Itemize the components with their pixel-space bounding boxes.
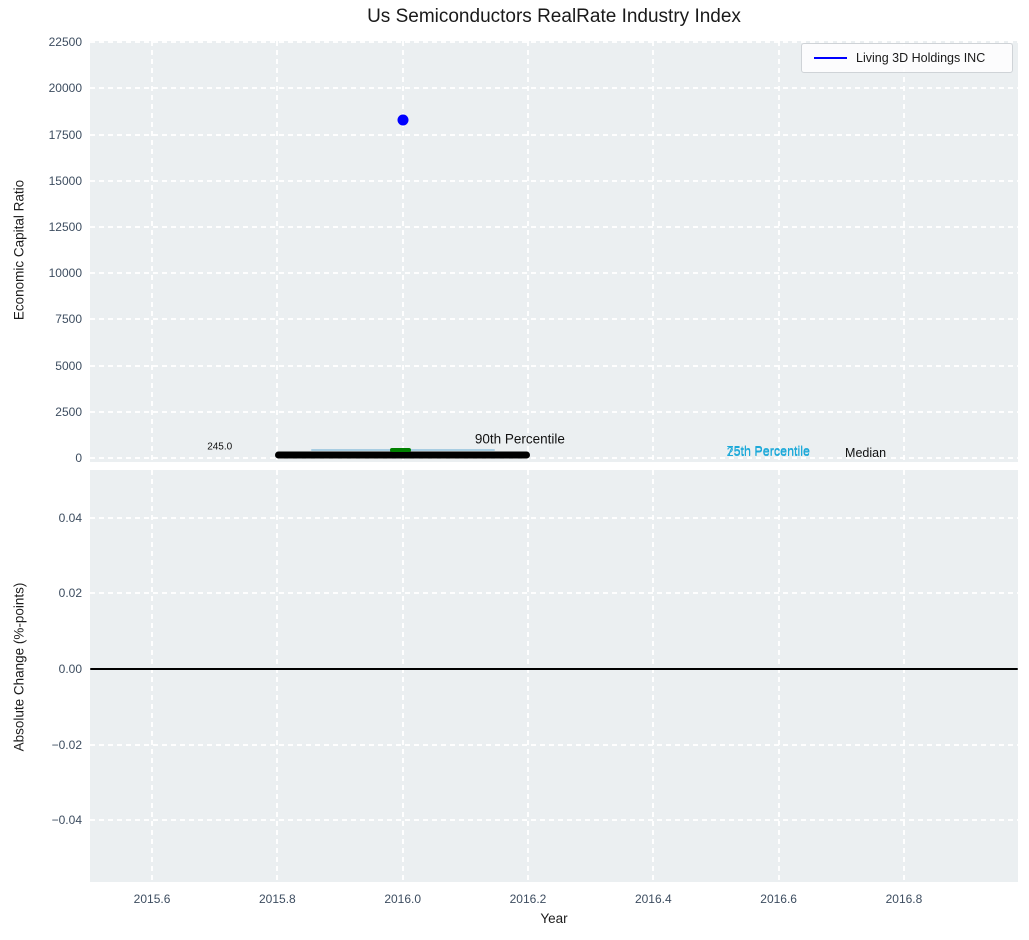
- gridline: [526, 41, 529, 462]
- y-tick-label: −0.02: [51, 737, 82, 752]
- gridline: [90, 318, 1018, 321]
- y-tick-label: 12500: [48, 219, 82, 234]
- legend: Living 3D Holdings INC: [801, 43, 1013, 73]
- gridline: [90, 179, 1018, 182]
- gridline: [90, 819, 1018, 822]
- chart-title: Us Semiconductors RealRate Industry Inde…: [367, 6, 741, 27]
- gridline: [777, 470, 780, 882]
- y-tick-label: 2500: [55, 404, 82, 419]
- y-tick-label: 15000: [48, 173, 82, 188]
- y-tick-label: −0.04: [51, 813, 82, 828]
- gridline: [151, 470, 154, 882]
- annotation-label: Median: [845, 445, 887, 460]
- gridline: [90, 133, 1018, 136]
- gridline: [276, 470, 279, 882]
- legend-line-icon: [814, 56, 847, 60]
- gridline: [90, 87, 1018, 90]
- gridline: [90, 592, 1018, 595]
- series-zero-line: [90, 668, 1018, 670]
- y-tick-label: 7500: [55, 312, 82, 327]
- annotation-label: 75th Percentile: [726, 443, 811, 458]
- x-tick-label: 2016.6: [760, 892, 797, 906]
- gridline: [90, 41, 1018, 44]
- y-tick-label: 5000: [55, 358, 82, 373]
- top-plot-panel: [90, 41, 1018, 462]
- gridline: [276, 41, 279, 462]
- y-tick-label: 0.00: [58, 662, 82, 676]
- series-median: [389, 448, 411, 453]
- y-tick-label: 20000: [48, 81, 82, 96]
- annotation-label: 25th Percentile: [726, 445, 811, 460]
- y-tick-label: 0.02: [58, 586, 82, 601]
- top-y-axis-label: Economic Capital Ratio: [11, 179, 27, 321]
- annotation-label: 245.0: [207, 441, 233, 453]
- x-axis-label: Year: [540, 911, 568, 926]
- gridline: [151, 41, 154, 462]
- legend-label: Living 3D Holdings INC: [856, 51, 986, 65]
- x-tick-label: 2016.4: [634, 892, 672, 906]
- gridline: [902, 41, 905, 462]
- x-tick-label: 2016.0: [384, 892, 422, 906]
- series-90th-percentile: [275, 451, 531, 459]
- gridline: [90, 364, 1018, 367]
- gridline: [777, 41, 780, 462]
- gridline: [902, 470, 905, 882]
- y-tick-label: 0: [75, 450, 82, 465]
- x-tick-label: 2015.8: [258, 892, 296, 906]
- gridline: [90, 225, 1018, 228]
- gridline: [90, 410, 1018, 413]
- y-tick-label: 17500: [48, 127, 82, 142]
- gridline: [401, 470, 404, 882]
- gridline: [652, 41, 655, 462]
- gridline: [526, 470, 529, 882]
- y-tick-label: 0.04: [58, 510, 82, 525]
- y-tick-label: 10000: [48, 266, 82, 281]
- gridline: [401, 41, 404, 462]
- gridline: [652, 470, 655, 882]
- annotation-label: 90th Percentile: [474, 431, 565, 447]
- x-tick-label: 2016.2: [509, 892, 547, 906]
- bottom-plot-panel: [90, 470, 1018, 882]
- y-tick-label: 22500: [48, 35, 82, 50]
- gridline: [90, 516, 1018, 519]
- data-point-marker: [397, 114, 409, 126]
- x-tick-label: 2016.8: [885, 892, 923, 906]
- gridline: [90, 456, 1018, 459]
- gridline: [90, 272, 1018, 275]
- x-tick-label: 2015.6: [133, 892, 171, 906]
- gridline: [90, 743, 1018, 746]
